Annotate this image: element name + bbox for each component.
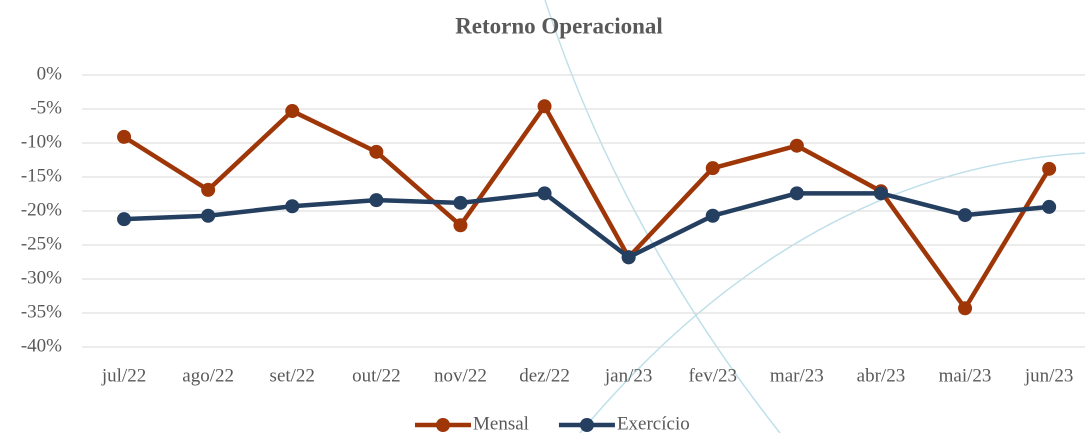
y-tick-label: -30% (21, 267, 62, 288)
x-tick-label: out/22 (352, 365, 401, 386)
marker (201, 182, 216, 197)
y-tick-label: -10% (21, 131, 62, 152)
legend-label: Exercício (617, 413, 690, 433)
marker (621, 250, 636, 265)
x-tick-label: set/22 (270, 365, 315, 386)
marker (453, 218, 468, 233)
marker (1042, 199, 1057, 214)
y-tick-label: -15% (21, 165, 62, 186)
marker (537, 99, 552, 114)
marker (789, 138, 804, 153)
x-tick-label: jun/23 (1024, 365, 1074, 386)
x-tick-label: jul/22 (101, 365, 146, 386)
legend-marker (579, 418, 594, 432)
y-tick-label: -35% (21, 301, 62, 322)
x-tick-label: ago/22 (182, 365, 234, 386)
marker (537, 186, 552, 201)
marker (201, 208, 216, 223)
marker (705, 208, 720, 223)
x-tick-label: mai/23 (939, 365, 992, 386)
chart-title: Retorno Operacional (455, 13, 663, 38)
marker (1042, 161, 1057, 176)
y-tick-label: 0% (37, 63, 63, 84)
marker (369, 193, 384, 208)
legend-label: Mensal (473, 413, 529, 433)
series-line (123, 191, 1050, 260)
marker (958, 301, 973, 316)
y-tick-label: -5% (30, 97, 62, 118)
x-tick-label: jan/23 (604, 365, 653, 386)
marker (873, 186, 888, 201)
marker (117, 212, 132, 227)
marker (117, 129, 132, 144)
x-tick-label: mar/23 (770, 365, 824, 386)
y-tick-label: -40% (21, 335, 62, 356)
decor-curve (544, 0, 781, 433)
marker (453, 195, 468, 210)
marker (285, 104, 300, 119)
x-tick-label: nov/22 (434, 365, 487, 386)
marker (958, 208, 973, 223)
x-tick-label: fev/23 (688, 365, 737, 386)
x-tick-label: abr/23 (857, 365, 906, 386)
marker (369, 144, 384, 159)
x-tick-label: dez/22 (519, 365, 570, 386)
marker (285, 199, 300, 214)
decor-curve (579, 152, 1085, 433)
series-line (122, 104, 1052, 311)
y-tick-label: -20% (21, 199, 62, 220)
marker (789, 186, 804, 201)
marker (705, 161, 720, 176)
y-tick-label: -25% (21, 233, 62, 254)
legend-marker (436, 418, 450, 432)
